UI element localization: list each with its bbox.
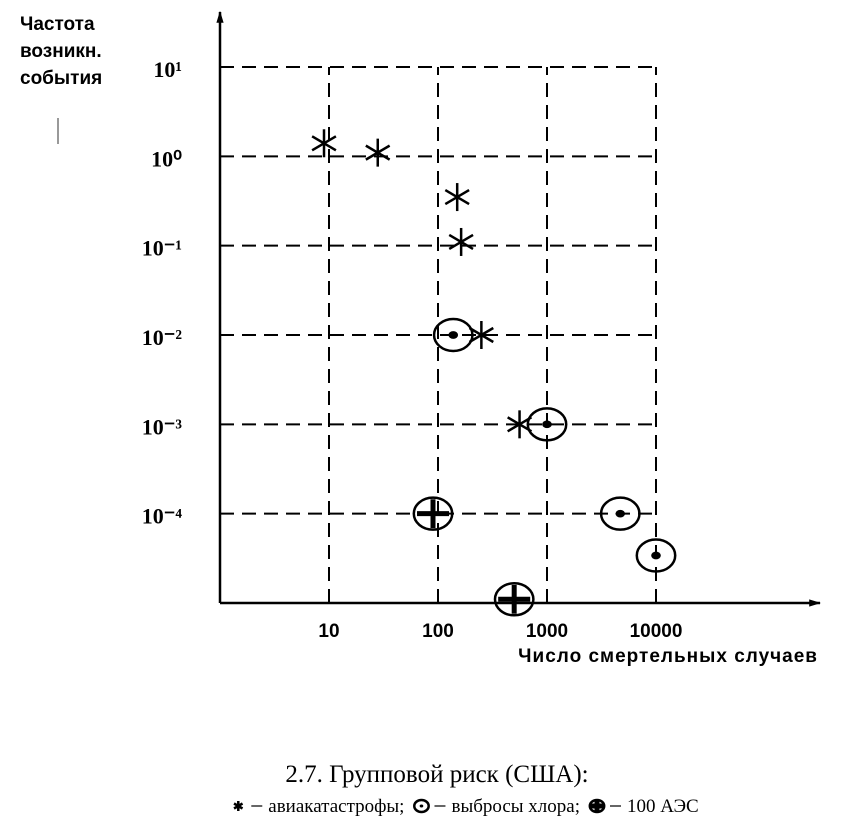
marker-dot [651,551,661,560]
legend: авиакатастрофы; выбросы хлора; 100 АЭС [233,796,699,817]
caption: 2.7. Групповой риск (США): [285,761,588,788]
y-axis-label-line: возникн. [20,41,102,62]
y-tick-label: 10⁻² [142,325,183,350]
legend-label: 100 АЭС [627,796,699,817]
marker-dot [448,331,459,339]
marker-ring [493,582,535,617]
point [365,138,391,167]
y-tick-label: 10⁰ [151,146,182,171]
point [448,227,474,256]
y-tick-label: 10⁻¹ [142,236,182,261]
point [599,496,641,531]
legend-item: 100 АЭС [588,796,699,817]
marker-stroke [365,144,391,161]
marker-dot [542,420,552,429]
x-tick-label: 100 [422,621,454,642]
legend-item: авиакатастрофы; [233,796,404,817]
marker-ring [588,798,606,814]
point [412,496,454,531]
y-tick-label: 10⁻³ [142,414,183,439]
legend-label: авиакатастрофы; [268,796,404,817]
y-axis-label: Частота возникн. события [20,14,102,89]
x-axis-label: Число смертельных случаев [518,646,818,667]
marker-stroke [444,188,470,206]
marker-ring [599,496,641,531]
marker-dot [419,804,424,808]
legend-label: выбросы хлора; [451,796,580,817]
point [444,183,470,212]
x-tick-label: 10000 [630,621,683,642]
point [493,582,535,617]
marker-ring [412,496,454,531]
point [432,317,474,353]
marker-ring [432,317,474,353]
marker-stroke [448,233,474,251]
marker-ring [413,798,430,814]
point [526,407,568,442]
marker-ring [635,538,677,573]
marker-stroke [311,135,337,152]
point [311,129,337,158]
point [635,538,677,573]
marker-ring [526,407,568,442]
y-axis-label-line: события [20,68,102,89]
marker-dot [615,509,626,518]
marker-stroke [233,802,244,810]
x-tick-label: 10 [318,621,339,642]
y-tick-label: 10⁻⁴ [142,504,183,529]
legend-item: выбросы хлора; [413,796,580,817]
x-tick-label: 1000 [526,621,568,642]
point [468,321,494,349]
y-axis-label-line: Частота [20,14,95,35]
legend-symbol [588,798,606,814]
legend-symbol [413,798,430,814]
y-tick-label: 10¹ [153,57,182,82]
legend-symbol [233,801,244,811]
marker-stroke [468,326,494,344]
